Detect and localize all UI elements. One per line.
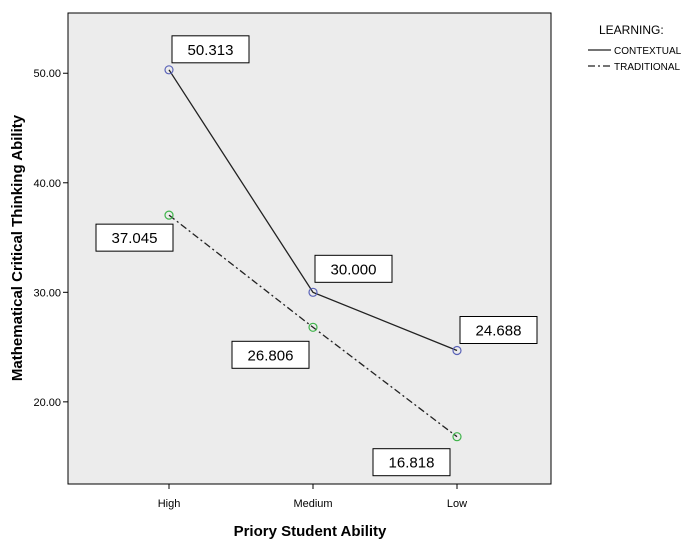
x-tick-label-low: Low xyxy=(447,498,467,510)
data-label-contextual: 50.313 xyxy=(171,35,250,64)
data-point-traditional xyxy=(308,322,318,332)
data-label-box xyxy=(171,35,250,64)
y-tick-label: 20.00 xyxy=(33,397,61,409)
data-label-traditional: 26.806 xyxy=(231,340,310,369)
data-label-box xyxy=(231,340,310,369)
data-label-box xyxy=(314,254,393,283)
data-label-traditional: 37.045 xyxy=(95,223,174,252)
data-point-contextual xyxy=(308,287,318,297)
data-point-traditional xyxy=(452,432,462,442)
data-label-text: 37.045 xyxy=(112,230,158,247)
data-label-traditional: 16.818 xyxy=(372,448,451,477)
data-label-box xyxy=(372,448,451,477)
data-label-text: 16.818 xyxy=(389,455,435,472)
data-label-contextual: 30.000 xyxy=(314,254,393,283)
legend-entry-contextual: CONTEXTUAL xyxy=(614,46,682,57)
x-tick-label-medium: Medium xyxy=(293,498,332,510)
data-label-text: 30.000 xyxy=(331,261,377,278)
series-line-traditional xyxy=(168,214,458,438)
series-layer xyxy=(164,65,462,442)
data-label-box xyxy=(459,315,538,344)
y-tick-label: 30.00 xyxy=(33,287,61,299)
x-tick-label-high: High xyxy=(158,498,181,510)
series-line-contextual xyxy=(168,69,458,352)
x-axis-title: Priory Student Ability xyxy=(234,523,387,540)
data-label-text: 50.313 xyxy=(188,42,234,59)
data-label-box xyxy=(95,223,174,252)
y-axis: 20.00 30.00 40.00 50.00 xyxy=(33,68,68,409)
y-tick-label: 50.00 xyxy=(33,68,61,80)
data-point-contextual xyxy=(452,345,462,356)
data-label-contextual: 24.688 xyxy=(459,315,538,344)
y-axis-title: Mathematical Critical Thinking Ability xyxy=(9,114,26,381)
data-label-text: 26.806 xyxy=(248,347,294,364)
data-labels: 50.313 30.000 24.688 37.045 26.806 16.818 xyxy=(95,35,538,477)
legend-entry-traditional: TRADITIONAL xyxy=(614,62,681,73)
data-point-contextual xyxy=(164,65,174,75)
legend-title: LEARNING: xyxy=(599,23,664,37)
data-point-traditional xyxy=(164,210,174,220)
data-label-text: 24.688 xyxy=(476,322,522,339)
x-axis: High Medium Low xyxy=(158,484,467,510)
legend: LEARNING: CONTEXTUAL TRADITIONAL xyxy=(588,23,682,73)
y-tick-label: 40.00 xyxy=(33,178,61,190)
